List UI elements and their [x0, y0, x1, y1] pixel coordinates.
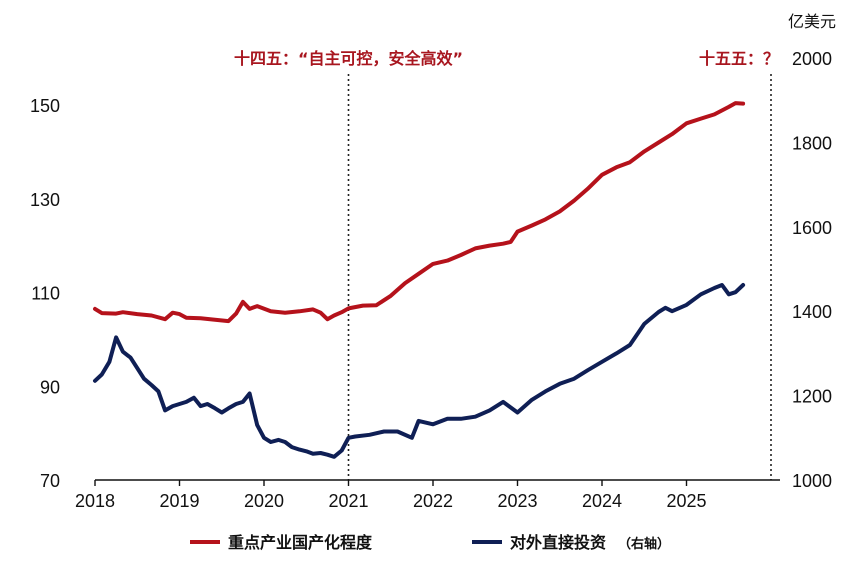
series-line-localization	[93, 101, 746, 324]
y-left-tick-label: 130	[30, 190, 60, 210]
y-left-tick-label: 70	[40, 471, 60, 491]
series-line-odi	[93, 283, 746, 459]
legend-label-odi: 对外直接投资	[510, 533, 606, 552]
y-left-tick-label: 90	[40, 377, 60, 397]
right-axis-unit: 亿美元	[788, 12, 836, 31]
x-tick-label: 2021	[328, 491, 368, 511]
x-tick-label: 2023	[497, 491, 537, 511]
y-right-tick-label: 2000	[792, 49, 832, 69]
y-right-tick-label: 1000	[792, 471, 832, 491]
annotation-15th-plan: 十五五：？	[699, 49, 779, 68]
x-tick-label: 2022	[413, 491, 453, 511]
y-left-tick-label: 110	[31, 284, 60, 304]
y-left-tick-label: 150	[30, 96, 60, 116]
x-tick-label: 2018	[75, 491, 115, 511]
y-right-tick-label: 1600	[792, 218, 832, 238]
x-tick-label: 2019	[159, 491, 199, 511]
x-tick-label: 2020	[244, 491, 284, 511]
legend-label-localization: 重点产业国产化程度	[228, 533, 373, 552]
annotation-14th-plan: 十四五：“自主可控，安全高效”	[234, 49, 463, 68]
y-axis-left: 70 90 110 130 150	[30, 96, 60, 491]
x-tick-label: 2025	[666, 491, 706, 511]
y-right-tick-label: 1200	[792, 387, 832, 407]
y-right-tick-label: 1800	[792, 133, 832, 153]
x-axis: 2018 2019 2020 2021 2022 2023 2024 2025	[75, 480, 707, 511]
legend-note-right-axis: （右轴）	[618, 536, 670, 552]
y-axis-right: 1000 1200 1400 1600 1800 2000	[792, 49, 832, 491]
x-tick-label: 2024	[582, 491, 622, 511]
y-right-tick-label: 1400	[792, 302, 832, 322]
